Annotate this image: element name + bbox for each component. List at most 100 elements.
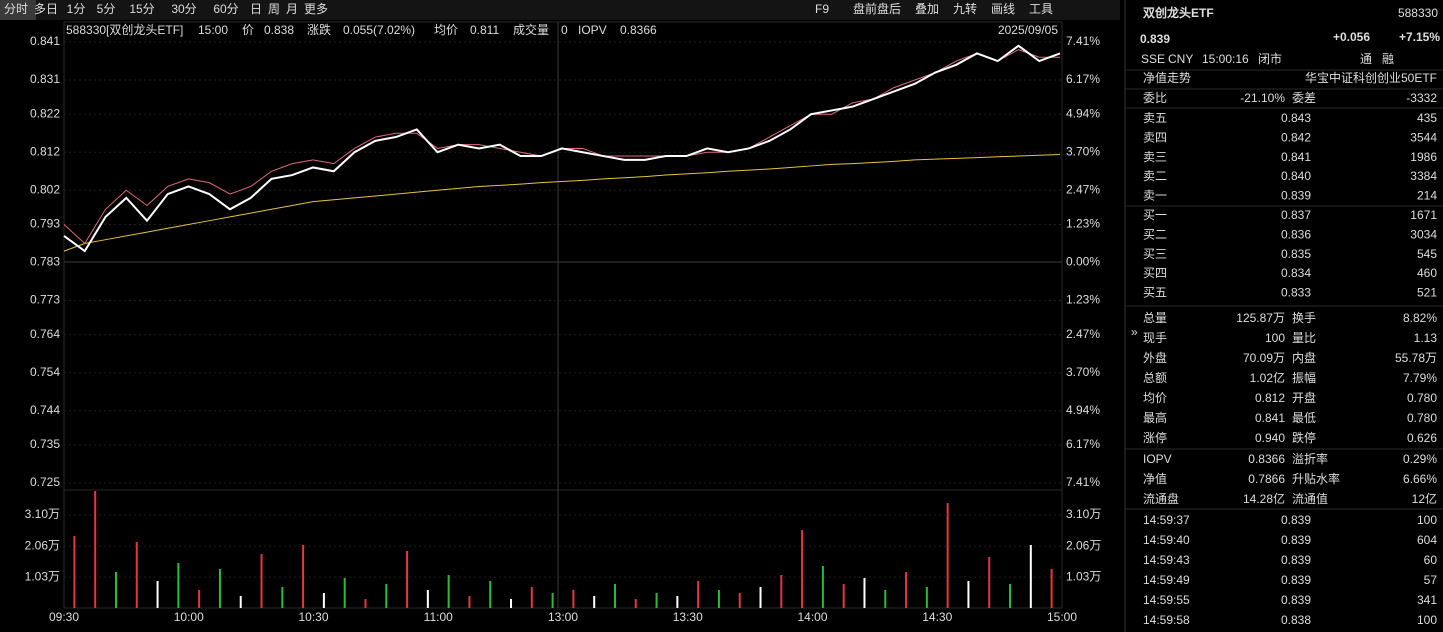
active-tab xyxy=(0,0,36,20)
volume-bar xyxy=(364,599,367,608)
volume-bar xyxy=(385,584,388,608)
tab[interactable]: 分时 xyxy=(4,2,28,16)
nav-label[interactable]: 净值走势 xyxy=(1143,70,1191,85)
x-tick-label: 13:00 xyxy=(548,610,578,624)
volume-bar xyxy=(239,596,242,608)
tool[interactable]: 九转 xyxy=(953,1,977,16)
book-price: 0.842 xyxy=(1281,130,1311,144)
info-change: 0.055(7.02%) xyxy=(343,23,415,37)
volume-bar xyxy=(551,593,554,608)
trade-price: 0.839 xyxy=(1281,553,1311,567)
info-date: 2025/09/05 xyxy=(998,23,1058,37)
info-iopv-label: IOPV xyxy=(578,23,607,37)
book-label: 卖五 xyxy=(1143,111,1167,125)
pct-label: 0.00% xyxy=(1066,255,1100,269)
tag: 通 xyxy=(1360,52,1372,66)
info-avg: 0.811 xyxy=(470,23,499,37)
tab[interactable]: 1分 xyxy=(67,2,86,16)
value: 125.87万 xyxy=(1236,311,1285,325)
label: 溢折率 xyxy=(1292,451,1328,466)
tab[interactable]: 30分 xyxy=(171,2,196,16)
label: 均价 xyxy=(1143,391,1167,405)
tool[interactable]: F9 xyxy=(815,2,829,16)
y-tick-label: 0.812 xyxy=(30,144,60,158)
info-change-label: 涨跌 xyxy=(307,22,331,37)
tab[interactable]: 5分 xyxy=(97,2,116,16)
label: 流通值 xyxy=(1292,491,1328,506)
pct-label: 7.41% xyxy=(1066,34,1100,48)
volume-bar xyxy=(593,596,596,608)
book-label: 卖一 xyxy=(1143,188,1167,202)
book-volume: 521 xyxy=(1417,285,1437,299)
pct-label: 1.23% xyxy=(1066,293,1100,307)
y-tick-label: 0.822 xyxy=(30,106,60,120)
tab[interactable]: 多日 xyxy=(34,2,58,16)
pct-label: 2.47% xyxy=(1066,182,1100,196)
x-tick-label: 13:30 xyxy=(673,610,703,624)
book-volume: 435 xyxy=(1417,111,1437,125)
y-tick-label: 0.744 xyxy=(30,403,60,417)
value: 55.78万 xyxy=(1395,351,1437,365)
book-price: 0.837 xyxy=(1281,208,1311,222)
meta: CNY xyxy=(1168,52,1193,66)
label: 现手 xyxy=(1143,331,1167,345)
tab[interactable]: 日 xyxy=(250,2,262,16)
tag: 融 xyxy=(1382,52,1394,66)
volume-bar xyxy=(759,587,762,608)
y2-tick-label: 1.03万 xyxy=(1066,569,1101,583)
value: 70.09万 xyxy=(1243,351,1285,365)
tool[interactable]: 画线 xyxy=(991,2,1015,16)
name: 双创龙头ETF xyxy=(1143,5,1214,20)
x-tick-label: 14:30 xyxy=(922,610,952,624)
volume-bar xyxy=(135,542,138,608)
value: 0.626 xyxy=(1407,431,1437,445)
y-tick-label: 0.831 xyxy=(30,72,60,86)
book-volume: 1671 xyxy=(1410,208,1437,222)
label: 最高 xyxy=(1143,410,1167,425)
tool[interactable]: 叠加 xyxy=(915,2,939,16)
book-label: 买二 xyxy=(1143,227,1167,241)
volume-bar xyxy=(198,590,201,608)
pct-label: 1.23% xyxy=(1066,217,1100,231)
book-volume: 214 xyxy=(1417,188,1437,202)
volume-bar xyxy=(863,578,866,608)
tool[interactable]: 工具 xyxy=(1029,2,1053,16)
tool[interactable]: 盘前盘后 xyxy=(853,1,901,16)
info-time: 15:00 xyxy=(198,23,228,37)
line-price xyxy=(63,44,1061,253)
volume-bar xyxy=(801,530,804,608)
tab[interactable]: 月 xyxy=(286,2,298,16)
volume-bar xyxy=(1029,545,1032,608)
value: 8.82% xyxy=(1403,311,1437,325)
tab[interactable]: 更多 xyxy=(304,2,328,16)
volume-bar xyxy=(821,566,824,608)
book-volume: 3384 xyxy=(1410,169,1437,183)
value: 0.841 xyxy=(1255,411,1285,425)
tab[interactable]: 60分 xyxy=(213,2,238,16)
pct-label: 3.70% xyxy=(1066,144,1100,158)
book-volume: 1986 xyxy=(1410,150,1437,164)
meta: SSE xyxy=(1141,52,1165,66)
x-tick-label: 09:30 xyxy=(49,610,79,624)
volume-bar xyxy=(447,575,450,608)
volume-bar xyxy=(468,596,471,608)
y-tick-label: 1.03万 xyxy=(25,569,60,583)
label: IOPV xyxy=(1143,452,1172,466)
y-tick-label: 0.725 xyxy=(30,475,60,489)
trade-time: 14:59:43 xyxy=(1143,553,1190,567)
collapse[interactable]: » xyxy=(1131,325,1138,339)
pct-label: 3.70% xyxy=(1066,365,1100,379)
label: 委比 xyxy=(1143,91,1167,105)
tab[interactable]: 周 xyxy=(268,2,280,16)
tab[interactable]: 15分 xyxy=(129,2,154,16)
book-label: 买四 xyxy=(1143,266,1167,280)
label: 流通盘 xyxy=(1143,491,1179,506)
book-volume: 3544 xyxy=(1410,130,1437,144)
book-volume: 3034 xyxy=(1410,227,1437,241)
value: -21.10% xyxy=(1240,91,1285,105)
trade-time: 14:59:37 xyxy=(1143,513,1190,527)
trade-price: 0.839 xyxy=(1281,573,1311,587)
trade-time: 14:59:58 xyxy=(1143,613,1190,627)
volume-bar xyxy=(73,536,76,608)
y-tick-label: 0.793 xyxy=(30,217,60,231)
